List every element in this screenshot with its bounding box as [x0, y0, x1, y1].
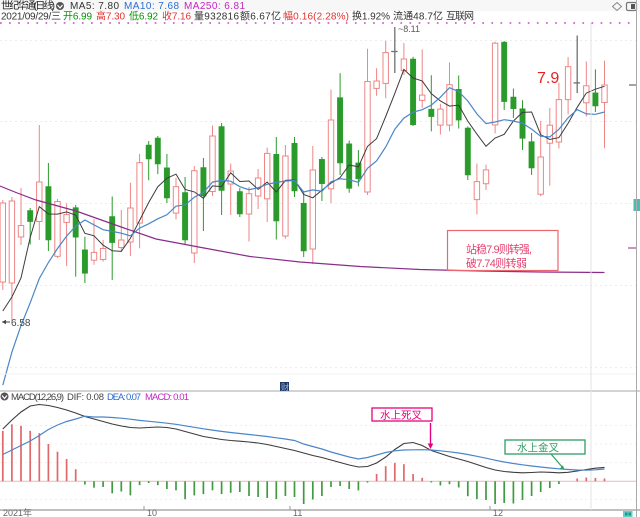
svg-text:MA10: 7.68: MA10: 7.68 [124, 1, 179, 12]
svg-text:收7.16: 收7.16 [162, 10, 191, 23]
svg-text:6.58: 6.58 [11, 318, 31, 329]
svg-text:12: 12 [493, 508, 503, 517]
svg-text:MACD: 0.01: MACD: 0.01 [145, 392, 189, 403]
svg-text:量932816: 量932816 [194, 11, 239, 23]
svg-text:互联网: 互联网 [446, 11, 474, 23]
svg-text:低6.92: 低6.92 [129, 10, 158, 23]
svg-text:世纪华通(日线): 世纪华通(日线) [1, 0, 55, 12]
svg-text:DIF: 0.08: DIF: 0.08 [67, 392, 104, 403]
svg-text:换1.92%: 换1.92% [352, 10, 390, 23]
svg-text:流通48.7亿: 流通48.7亿 [393, 10, 443, 23]
svg-text:高7.30: 高7.30 [96, 10, 125, 23]
svg-text:财: 财 [281, 382, 289, 392]
svg-text:幅0.16(2.28%): 幅0.16(2.28%) [283, 10, 349, 23]
svg-text:~8.11: ~8.11 [398, 24, 420, 34]
svg-text:水上金叉: 水上金叉 [517, 441, 559, 454]
svg-text:10: 10 [147, 508, 157, 517]
svg-text:开6.99: 开6.99 [63, 12, 92, 23]
svg-text:MA250: 6.81: MA250: 6.81 [184, 1, 245, 12]
svg-text:MA5: 7.80: MA5: 7.80 [70, 1, 119, 12]
svg-text:2021/09/29/三: 2021/09/29/三 [1, 12, 61, 23]
svg-text:水上死叉: 水上死叉 [380, 410, 422, 422]
svg-text:MACD(12,26,9): MACD(12,26,9) [11, 392, 64, 403]
svg-text:11: 11 [293, 508, 302, 517]
svg-text:2021年: 2021年 [3, 507, 32, 517]
svg-text:破7.74则转弱: 破7.74则转弱 [466, 256, 527, 270]
svg-text:站稳7.9则转强,: 站稳7.9则转强, [466, 242, 532, 256]
svg-text:DEA: 0.07: DEA: 0.07 [107, 392, 141, 403]
svg-text:额6.67亿: 额6.67亿 [240, 10, 281, 23]
svg-text:7.9: 7.9 [537, 70, 559, 87]
